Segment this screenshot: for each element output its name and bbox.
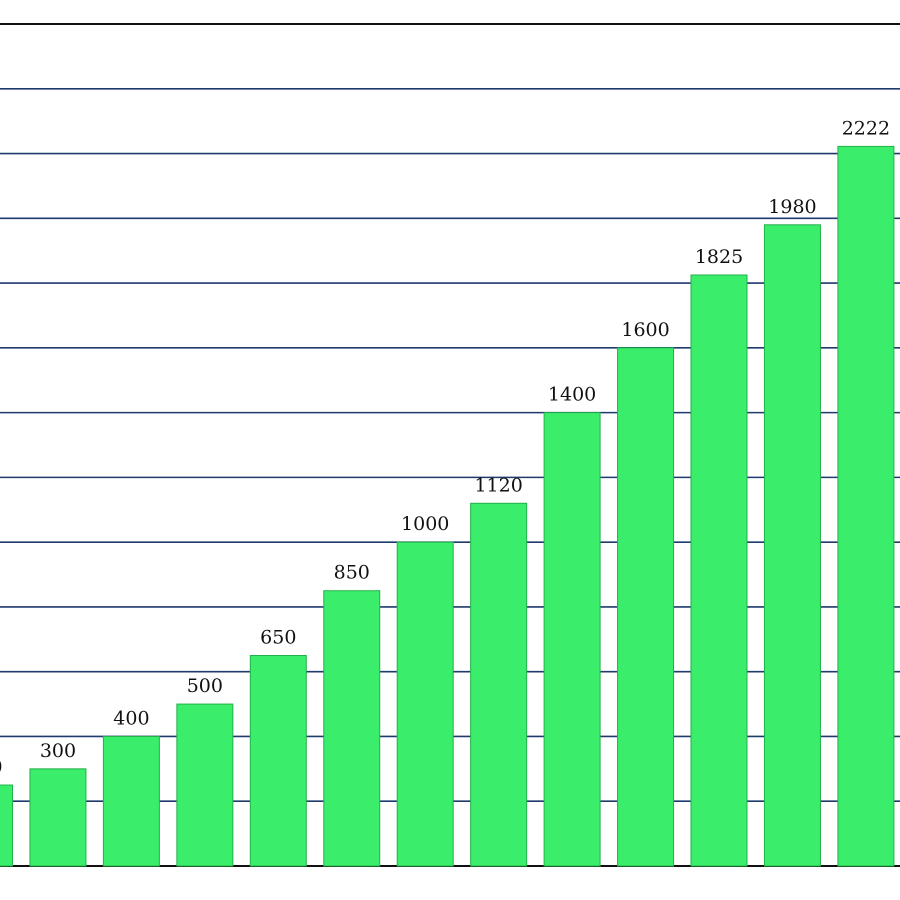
bar xyxy=(0,784,13,867)
bar xyxy=(617,347,675,867)
bar xyxy=(690,274,748,867)
value-label: 650 xyxy=(260,627,296,649)
bar xyxy=(249,655,307,867)
bar xyxy=(323,590,381,867)
value-label: 850 xyxy=(334,562,370,584)
bar xyxy=(543,412,601,867)
bar xyxy=(176,703,234,867)
bar xyxy=(763,224,821,867)
bar xyxy=(29,768,87,867)
bar xyxy=(396,541,454,867)
value-label: 1825 xyxy=(695,246,743,268)
value-label: 300 xyxy=(40,740,76,762)
value-label: 1600 xyxy=(621,319,669,341)
value-label: 1400 xyxy=(548,384,596,406)
value-label: 250 xyxy=(0,756,3,778)
bar xyxy=(102,735,160,867)
value-label: 1980 xyxy=(768,196,816,218)
value-label: 1000 xyxy=(401,513,449,535)
value-label: 1120 xyxy=(474,474,522,496)
value-label: 2222 xyxy=(842,117,890,139)
bar xyxy=(837,145,895,867)
value-label: 400 xyxy=(113,707,149,729)
bar xyxy=(470,502,528,867)
value-label: 500 xyxy=(187,675,223,697)
